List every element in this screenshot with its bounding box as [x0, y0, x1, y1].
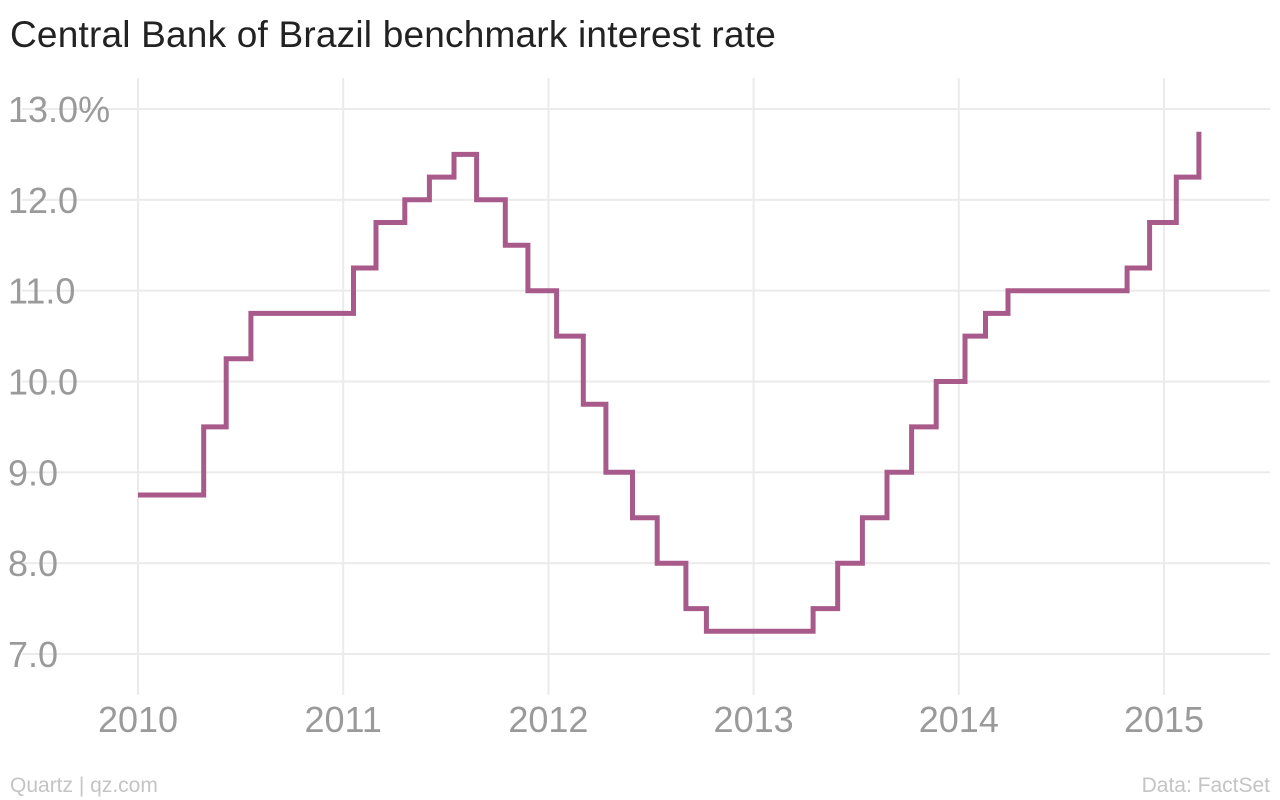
- data-source: Data: FactSet: [1141, 774, 1270, 797]
- source-credit: Quartz | qz.com: [10, 774, 158, 797]
- grid-lines: [22, 78, 1270, 695]
- x-tick-label: 2010: [98, 699, 178, 740]
- x-tick-label: 2013: [714, 699, 794, 740]
- data-series: [138, 131, 1202, 634]
- y-tick-label: 11.0: [8, 271, 75, 312]
- x-tick-label: 2011: [304, 699, 381, 740]
- y-tick-label: 10.0: [8, 362, 78, 403]
- chart-plot: 7.0 8.0 9.0 10.0 11.0 12.0 13.0% 2010 2011 2012 20…: [8, 78, 1270, 740]
- x-tick-label: 2014: [919, 699, 999, 740]
- y-tick-label: 12.0: [8, 180, 78, 221]
- chart-title: Central Bank of Brazil benchmark interes…: [10, 14, 776, 55]
- y-tick-label: 8.0: [8, 543, 58, 584]
- tick-labels: 7.0 8.0 9.0 10.0 11.0 12.0 13.0% 2010 2011 2012 20…: [8, 89, 1204, 740]
- x-tick-label: 2012: [508, 699, 588, 740]
- rate-step-line: [138, 131, 1202, 634]
- x-tick-label: 2015: [1124, 699, 1204, 740]
- y-tick-label: 7.0: [8, 634, 58, 675]
- y-tick-label: 13.0%: [8, 89, 110, 130]
- y-tick-label: 9.0: [8, 452, 58, 493]
